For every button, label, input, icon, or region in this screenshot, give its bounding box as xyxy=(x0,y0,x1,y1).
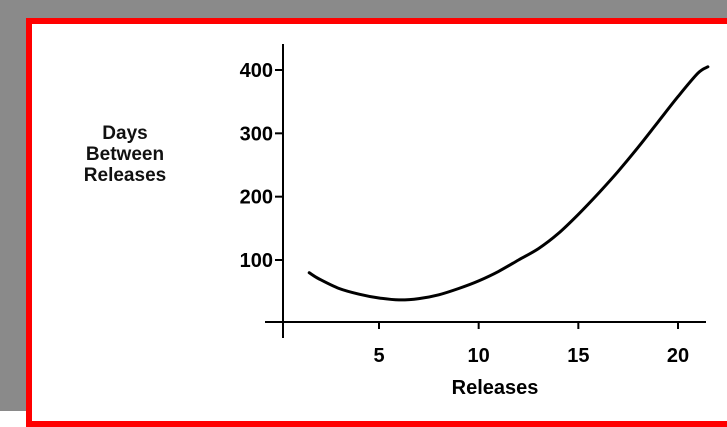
y-axis-label-line-2: Between xyxy=(85,144,165,165)
y-tick-label: 300 xyxy=(240,123,273,145)
y-tick-label: 100 xyxy=(240,250,273,272)
chart-frame xyxy=(26,18,727,427)
x-tick-label: 5 xyxy=(373,345,384,367)
y-axis-label-line-3: Releases xyxy=(83,165,167,186)
y-tick-label: 400 xyxy=(240,60,273,82)
x-tick-label: 20 xyxy=(667,345,689,367)
y-axis-label: Days Between Releases xyxy=(60,123,190,186)
x-tick-label: 15 xyxy=(567,345,589,367)
x-tick-label: 10 xyxy=(468,345,490,367)
series-line xyxy=(307,65,710,302)
y-tick-label: 200 xyxy=(240,187,273,209)
x-axis-label: Releases xyxy=(452,377,539,399)
y-axis-label-line-1: Days xyxy=(102,123,148,144)
